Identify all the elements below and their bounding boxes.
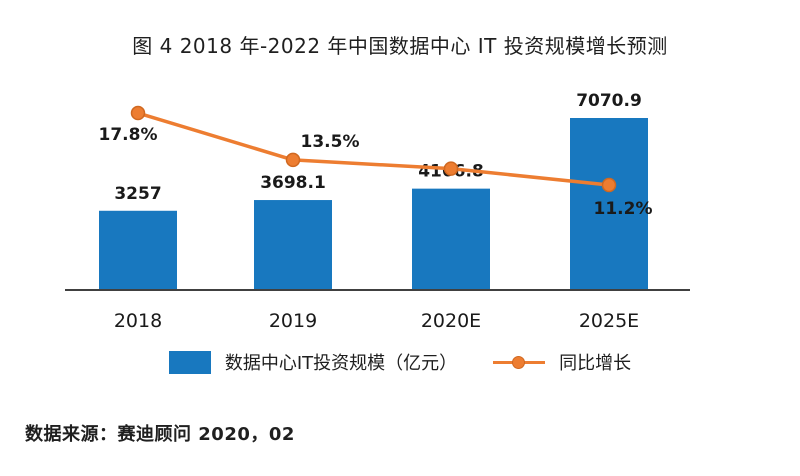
line-point-2025e	[601, 177, 617, 193]
bar-value-label-2025e: 7070.9	[576, 91, 642, 111]
growth-label-2025e: 11.2%	[594, 199, 653, 219]
growth-label-2018: 17.8%	[99, 125, 158, 145]
x-axis-label-2025e: 2025E	[579, 310, 639, 332]
bar-value-label-2019: 3698.1	[260, 173, 326, 193]
x-axis-label-2020e: 2020E	[421, 310, 481, 332]
growth-line	[137, 111, 610, 187]
growth-label-2019: 13.5%	[301, 132, 360, 152]
line-legend-dot-icon	[512, 355, 526, 369]
line-legend-icon	[493, 351, 546, 374]
bar-value-label-2018: 3257	[114, 184, 161, 204]
bar-2025e	[570, 118, 648, 290]
line-point-2018	[130, 105, 146, 121]
bar-legend-label: 数据中心IT投资规模（亿元）	[224, 353, 458, 374]
bar-legend-swatch-icon	[168, 350, 211, 374]
bar-2020e	[412, 188, 490, 290]
line-point-2019	[285, 152, 301, 168]
line-point-2020e	[443, 161, 459, 176]
chart-title: 图 4 2018 年-2022 年中国数据中心 IT 投资规模增长预测	[132, 34, 668, 58]
legend: 数据中心IT投资规模（亿元） 同比增长	[0, 349, 800, 375]
x-axis-label-2019: 2019	[269, 310, 317, 332]
bar-2018	[99, 210, 177, 290]
data-source-text: 数据来源：赛迪顾问 2020，02	[25, 424, 295, 445]
x-axis-label-2018: 2018	[114, 310, 162, 332]
bar-2019	[254, 200, 332, 290]
line-legend-label: 同比增长	[559, 353, 632, 374]
